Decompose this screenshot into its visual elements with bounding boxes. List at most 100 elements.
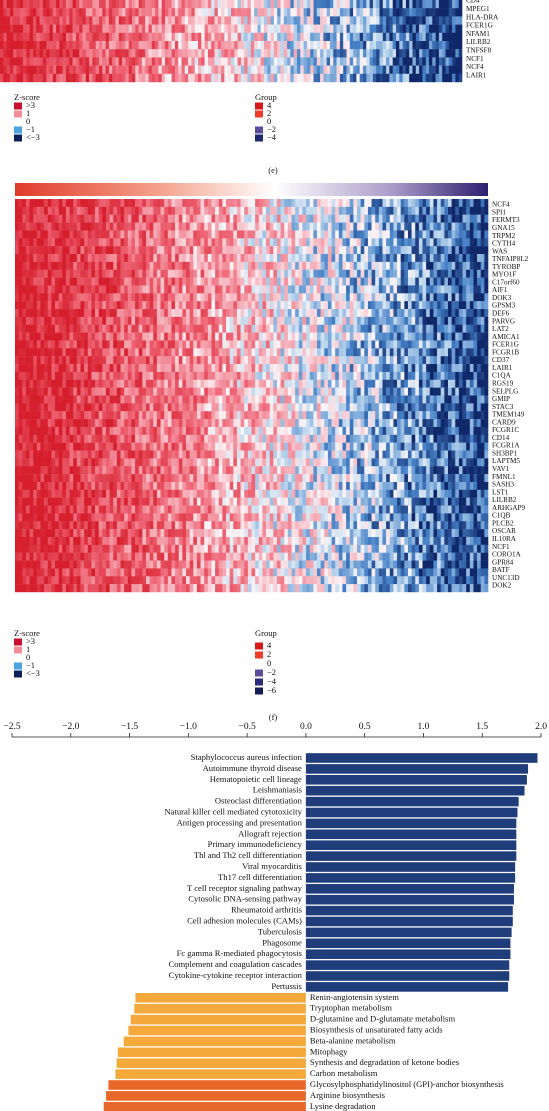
heatmap-cell <box>36 340 41 349</box>
heatmap-cell <box>23 32 27 42</box>
heatmap-cell <box>224 8 228 17</box>
heatmap-cell <box>262 261 267 270</box>
heatmap-cell <box>215 379 220 388</box>
heatmap-cell <box>400 371 405 380</box>
heatmap-cell <box>36 41 40 50</box>
heatmap-cell <box>156 246 161 255</box>
heatmap-cell <box>412 49 417 58</box>
heatmap-cell <box>269 387 274 396</box>
heatmap-cell <box>357 340 361 349</box>
heatmap-cell <box>56 16 60 25</box>
heatmap-cell <box>309 230 314 239</box>
heatmap-cell <box>433 214 438 223</box>
heatmap-cell <box>105 214 110 223</box>
heatmap-cell <box>145 348 150 357</box>
heatmap-cell <box>357 254 361 263</box>
heatmap-cell <box>287 285 292 294</box>
heatmap-cell <box>171 254 176 263</box>
heatmap-cell <box>404 285 409 294</box>
heatmap-cell <box>227 24 232 33</box>
heatmap-cell <box>25 238 30 247</box>
heatmap-cell <box>102 32 106 42</box>
heatmap-cell <box>260 49 265 58</box>
heatmap-cell <box>247 277 252 286</box>
heatmap-cell <box>451 340 456 349</box>
heatmap-cell <box>6 16 11 25</box>
heatmap-cell <box>247 324 252 333</box>
heatmap-cell <box>290 16 294 25</box>
heatmap-cell <box>297 24 301 33</box>
heatmap-cell <box>366 24 370 33</box>
heatmap-cell <box>273 348 278 357</box>
heatmap-cell <box>298 269 303 278</box>
heatmap-cell <box>227 16 232 25</box>
heatmap-cell <box>458 222 463 231</box>
heatmap-cell <box>462 340 467 349</box>
heatmap-cell <box>151 32 156 42</box>
heatmap-cell <box>200 309 205 318</box>
heatmap-cell <box>466 340 471 349</box>
heatmap-cell <box>120 364 125 373</box>
heatmap-cell <box>316 269 321 278</box>
heatmap-cell <box>300 49 304 58</box>
heatmap-cell <box>151 57 156 66</box>
heatmap-cell <box>349 0 354 9</box>
heatmap-cell <box>247 261 252 270</box>
heatmap-cell <box>359 41 364 50</box>
heatmap-cell <box>251 238 256 247</box>
heatmap-cell <box>44 214 49 223</box>
heatmap-cell <box>186 348 190 357</box>
heatmap-cell <box>277 49 281 58</box>
heatmap-cell <box>80 230 85 239</box>
heatmap-cell <box>196 379 201 388</box>
heatmap-cell <box>188 73 192 83</box>
heatmap-cell <box>9 57 14 66</box>
heatmap-cell <box>59 24 63 33</box>
heatmap-cell <box>379 8 384 17</box>
heatmap-cell <box>116 285 121 294</box>
heatmap-cell <box>75 65 80 74</box>
heatmap-cell <box>141 0 146 9</box>
heatmap-cell <box>76 340 81 349</box>
heatmap-cell <box>353 348 358 357</box>
heatmap-cell <box>386 214 391 223</box>
heatmap-cell <box>40 324 45 333</box>
heatmap-cell <box>412 16 417 25</box>
heatmap-cell <box>422 277 427 286</box>
heatmap-cell <box>200 293 205 302</box>
heatmap-cell <box>194 57 199 66</box>
heatmap-cell <box>80 387 85 396</box>
heatmap-cell <box>124 309 129 318</box>
heatmap-cell <box>69 222 74 231</box>
heatmap-cell <box>451 348 456 357</box>
heatmap-cell <box>411 356 416 365</box>
heatmap-cell <box>138 16 143 25</box>
heatmap-cell <box>125 57 129 66</box>
heatmap-cell <box>422 246 427 255</box>
heatmap-cell <box>404 246 409 255</box>
heatmap-cell <box>433 324 438 333</box>
heatmap-cell <box>36 403 41 412</box>
heatmap-cell <box>291 340 296 349</box>
heatmap-cell <box>473 293 478 302</box>
heatmap-cell <box>153 332 158 341</box>
heatmap-cell <box>444 348 449 357</box>
heatmap-cell <box>99 65 103 74</box>
heatmap-cell <box>221 24 225 33</box>
heatmap-cell <box>309 277 314 286</box>
heatmap-cell <box>458 214 463 223</box>
heatmap-cell <box>399 49 403 58</box>
heatmap-cell <box>168 8 172 17</box>
heatmap-cell <box>270 65 275 74</box>
heatmap-cell <box>262 324 267 333</box>
heatmap-cell <box>16 41 21 50</box>
heatmap-cell <box>264 57 268 66</box>
heatmap-cell <box>429 340 434 349</box>
heatmap-cell <box>262 301 267 310</box>
heatmap-cell <box>404 316 409 325</box>
heatmap-cell <box>404 364 409 373</box>
heatmap-cell <box>250 65 255 74</box>
heatmap-cell <box>55 403 59 412</box>
heatmap-cell <box>108 73 113 83</box>
heatmap-cell <box>39 24 44 33</box>
